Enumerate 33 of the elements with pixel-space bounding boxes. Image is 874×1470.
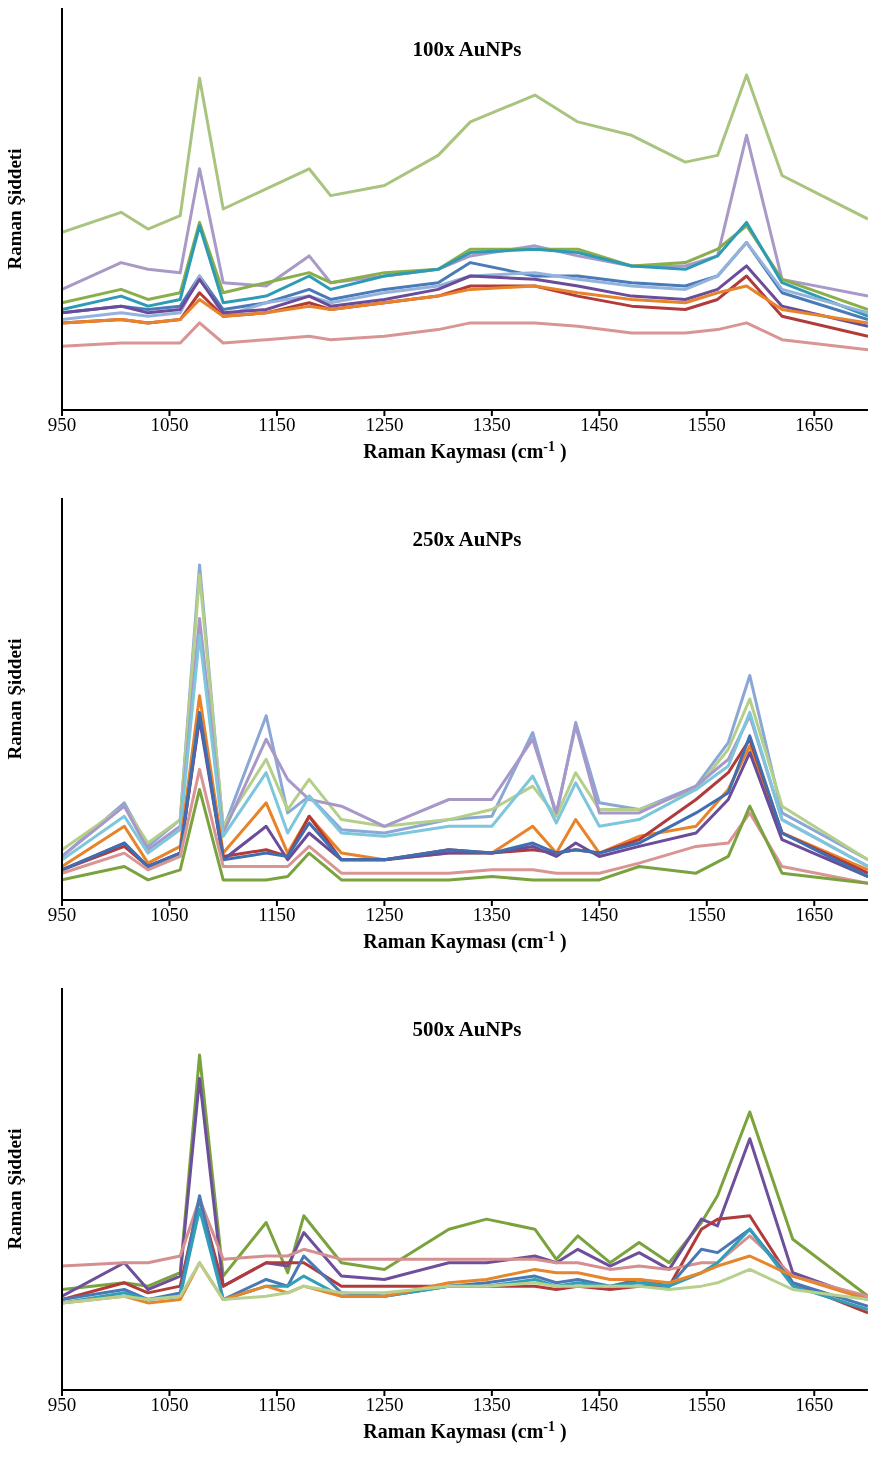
x-axis-title: Raman Kayması (cm$^{-1}$) <box>363 1418 567 1443</box>
x-axis-title: Raman Kayması (cm$^{-1}$) <box>363 928 567 953</box>
x-tick-label: 1550 <box>687 414 726 436</box>
chart-title: 250x AuNPs <box>412 527 522 551</box>
x-tick-label: 1650 <box>795 904 834 926</box>
x-tick-label: 1650 <box>795 414 834 436</box>
x-tick-label: 1050 <box>150 414 189 436</box>
x-tick-label: 950 <box>47 414 77 436</box>
x-tick-label: 1150 <box>258 1394 296 1416</box>
y-axis-title: Raman Şiddeti <box>3 1128 25 1250</box>
x-tick-label: 1150 <box>258 904 296 926</box>
x-tick-label: 1450 <box>580 904 619 926</box>
y-axis-title: Raman Şiddeti <box>3 638 25 760</box>
x-tick-label: 1450 <box>580 414 619 436</box>
chart-title: 500x AuNPs <box>412 1017 522 1041</box>
x-tick-label: 1050 <box>150 1394 189 1416</box>
x-tick-label: 1350 <box>472 414 511 436</box>
y-axis-title: Raman Şiddeti <box>3 148 25 270</box>
x-tick-label: 1250 <box>365 414 404 436</box>
x-tick-label: 950 <box>47 1394 77 1416</box>
x-tick-label: 950 <box>47 904 77 926</box>
x-tick-label: 1350 <box>472 1394 511 1416</box>
chart-title: 100x AuNPs <box>412 37 522 61</box>
x-tick-label: 1650 <box>795 1394 834 1416</box>
x-tick-label: 1150 <box>258 414 296 436</box>
x-tick-label: 1550 <box>687 1394 726 1416</box>
x-tick-label: 1550 <box>687 904 726 926</box>
x-tick-label: 1050 <box>150 904 189 926</box>
x-tick-label: 1450 <box>580 1394 619 1416</box>
x-tick-label: 1350 <box>472 904 511 926</box>
x-tick-label: 1250 <box>365 904 404 926</box>
x-axis-title: Raman Kayması (cm$^{-1}$) <box>363 438 567 463</box>
x-tick-label: 1250 <box>365 1394 404 1416</box>
